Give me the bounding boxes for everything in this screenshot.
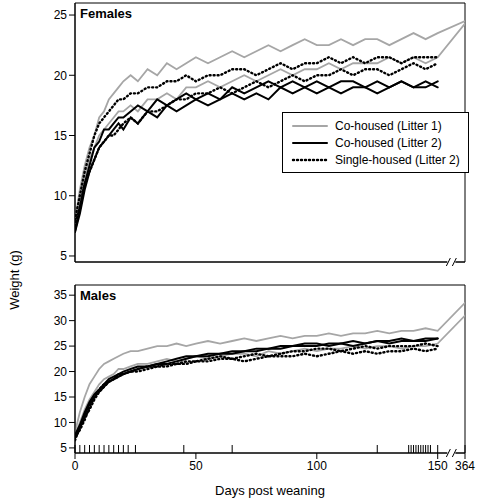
svg-text:30: 30 — [54, 314, 68, 328]
svg-text:15: 15 — [54, 129, 68, 143]
html-text:Females: Females — [80, 6, 132, 21]
svg-text:100: 100 — [307, 459, 327, 473]
svg-text:0: 0 — [72, 459, 79, 473]
svg-text:150: 150 — [428, 459, 448, 473]
svg-text:15: 15 — [54, 390, 68, 404]
svg-text:Days post weaning: Days post weaning — [215, 483, 325, 498]
svg-text:10: 10 — [54, 189, 68, 203]
svg-text:5: 5 — [60, 249, 67, 263]
svg-text:5: 5 — [60, 441, 67, 455]
html-text:Weight (g): Weight (g) — [6, 250, 22, 310]
svg-text:10: 10 — [54, 416, 68, 430]
svg-text:364: 364 — [455, 459, 475, 473]
svg-text:50: 50 — [189, 459, 203, 473]
svg-text:20: 20 — [54, 365, 68, 379]
html-text:Males: Males — [80, 288, 117, 303]
html-text:Co-housed (Litter 1): Co-housed (Litter 1) — [335, 118, 442, 133]
svg-text:35: 35 — [54, 288, 68, 302]
html-text:Single-housed (Litter 2): Single-housed (Litter 2) — [335, 152, 460, 167]
svg-text:25: 25 — [54, 8, 68, 22]
svg-text:20: 20 — [54, 69, 68, 83]
html-text:Co-housed (Litter 2): Co-housed (Litter 2) — [335, 135, 442, 150]
svg-text:25: 25 — [54, 339, 68, 353]
